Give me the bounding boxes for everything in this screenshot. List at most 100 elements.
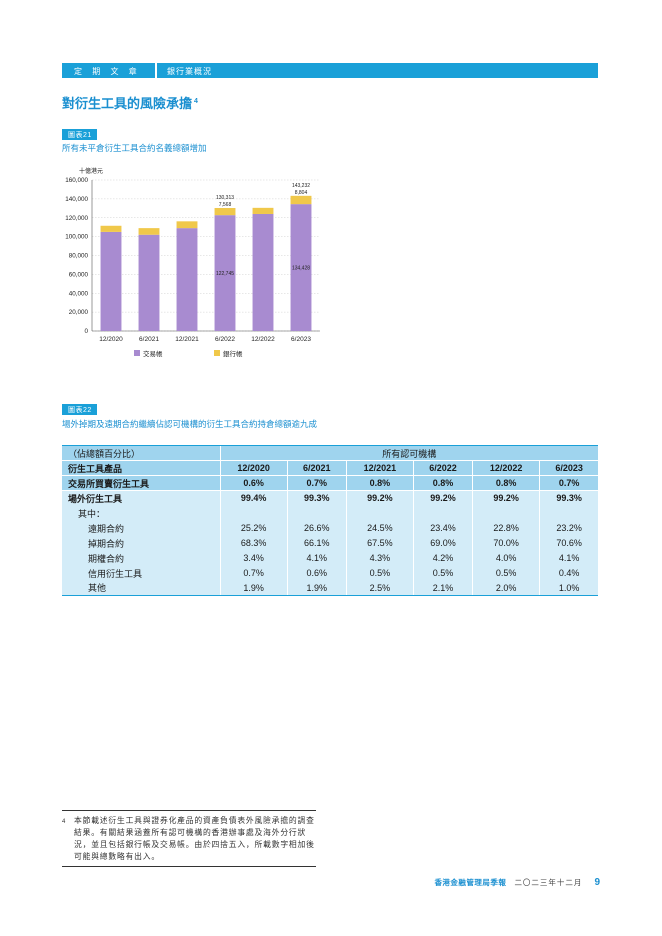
table-caption: 場外掉期及遠期合約繼續佔認可機構的衍生工具合約持倉總額逾九成 [62, 419, 318, 429]
table-cell: 70.6% [539, 535, 598, 551]
bar-banking-book [100, 225, 122, 232]
footnote-mark: 4 [62, 819, 66, 825]
empty-cell [286, 505, 347, 521]
table-cell: 22.8% [472, 520, 540, 536]
legend-swatch [214, 350, 220, 356]
legend-label: 交易帳 [143, 349, 163, 358]
table-cell: 2.5% [345, 580, 414, 596]
bar-banking-book [290, 195, 312, 205]
period-header-row: 衍生工具產品 12/2020 6/2021 12/2021 6/2022 12/… [62, 460, 598, 476]
table-cell: 4.1% [286, 550, 347, 566]
table-cell: 4.3% [345, 550, 414, 566]
section-title-text: 對衍生工具的風險承擔 [62, 96, 193, 111]
row-label: 場外衍生工具 [62, 490, 220, 506]
table-cell: 0.6% [219, 475, 288, 491]
table-tag: 圖表22 [62, 404, 97, 415]
bar-trading-book [100, 231, 122, 331]
otc-row: 場外衍生工具 99.4% 99.3% 99.2% 99.2% 99.2% 99.… [62, 490, 598, 506]
data-label-banking-book: 7,568 [219, 202, 232, 208]
y-tick-label: 120,000 [65, 215, 88, 222]
table-cell: 3.4% [219, 550, 288, 566]
table-cell: 26.6% [286, 520, 347, 536]
table-cell: 1.9% [286, 580, 347, 596]
table-cell: 2.0% [472, 580, 540, 596]
y-axis-label: 十億港元 [79, 167, 103, 175]
page-footer: 香港金融管理局季報 二〇二三年十二月 9 [434, 877, 600, 888]
table-cell: 69.0% [412, 535, 473, 551]
data-label-trading-book: 134,428 [292, 266, 310, 272]
period-header: 6/2021 [286, 460, 347, 476]
legend-swatch [134, 350, 140, 356]
of-which-label: 其中： [62, 505, 220, 521]
data-label-total: 143,232 [292, 183, 310, 189]
y-tick-label: 60,000 [69, 271, 89, 278]
table-cell: 68.3% [219, 535, 288, 551]
table-row: 掉期合約 68.3% 66.1% 67.5% 69.0% 70.0% 70.6% [62, 535, 598, 551]
footnote-rule-bottom [62, 866, 316, 867]
table-cell: 0.6% [286, 565, 347, 581]
y-tick-label: 0 [84, 328, 88, 335]
data-label-banking-book: 8,804 [295, 190, 308, 196]
empty-cell [539, 505, 598, 521]
y-tick-label: 160,000 [65, 177, 88, 184]
table-cell: 99.2% [472, 490, 540, 506]
table-cell: 0.8% [412, 475, 473, 491]
page-number: 9 [594, 877, 600, 888]
empty-cell [472, 505, 540, 521]
bar-trading-book [214, 215, 236, 331]
table-row: 其他 1.9% 1.9% 2.5% 2.1% 2.0% 1.0% [62, 580, 598, 596]
table-header-row: （佔總額百分比） 所有認可機構 [62, 445, 598, 461]
table-cell: 0.5% [345, 565, 414, 581]
table-cell: 67.5% [345, 535, 414, 551]
table-cell: 0.5% [412, 565, 473, 581]
table-cell: 0.8% [345, 475, 414, 491]
period-header: 12/2020 [219, 460, 288, 476]
row-label: 其他 [62, 580, 220, 596]
table-cell: 4.0% [472, 550, 540, 566]
chart-tag: 圖表21 [62, 129, 97, 140]
row-label: 交易所買賣衍生工具 [62, 475, 220, 491]
table-cell: 0.7% [219, 565, 288, 581]
table-cell: 0.7% [286, 475, 347, 491]
table-cell: 4.2% [412, 550, 473, 566]
x-tick-label: 12/2022 [251, 336, 275, 343]
table-cell: 2.1% [412, 580, 473, 596]
table-cell: 0.7% [539, 475, 598, 491]
publication-name: 香港金融管理局季報 [434, 878, 507, 887]
table-cell: 99.4% [219, 490, 288, 506]
row-label: 遠期合約 [62, 520, 220, 536]
bar-trading-book [290, 204, 312, 331]
bar-trading-book [176, 228, 198, 331]
y-tick-label: 140,000 [65, 196, 88, 203]
running-header: 定 期 文 章 銀行業概況 [62, 63, 598, 78]
table-cell: 4.1% [539, 550, 598, 566]
x-tick-label: 12/2021 [175, 336, 199, 343]
table-cell: 99.3% [539, 490, 598, 506]
x-tick-label: 6/2023 [291, 336, 311, 343]
period-header: 12/2022 [472, 460, 540, 476]
header-section-label: 定 期 文 章 [62, 63, 155, 78]
empty-cell [412, 505, 473, 521]
period-header: 6/2022 [412, 460, 473, 476]
of-which-row: 其中： [62, 505, 598, 521]
unit-label: （佔總額百分比） [62, 445, 220, 461]
chart-caption: 所有未平倉衍生工具合約名義總額增加 [62, 143, 207, 153]
group-header: 所有認可機構 [219, 445, 598, 461]
derivatives-share-table: （佔總額百分比） 所有認可機構 衍生工具產品 12/2020 6/2021 12… [62, 445, 598, 596]
table-cell: 99.3% [286, 490, 347, 506]
table-cell: 1.0% [539, 580, 598, 596]
exchange-traded-row: 交易所買賣衍生工具 0.6% 0.7% 0.8% 0.8% 0.8% 0.7% [62, 475, 598, 491]
table-cell: 25.2% [219, 520, 288, 536]
footnote-rule-top [62, 810, 316, 811]
table-cell: 0.8% [472, 475, 540, 491]
legend-label: 銀行帳 [223, 349, 243, 358]
header-article-label: 銀行業概況 [155, 63, 598, 78]
y-tick-label: 40,000 [69, 290, 89, 297]
table-cell: 66.1% [286, 535, 347, 551]
period-header: 6/2023 [539, 460, 598, 476]
table-cell: 99.2% [345, 490, 414, 506]
row-label: 掉期合約 [62, 535, 220, 551]
table-row: 期權合約 3.4% 4.1% 4.3% 4.2% 4.0% 4.1% [62, 550, 598, 566]
row-label: 期權合約 [62, 550, 220, 566]
footnote: 4 本節載述衍生工具與證券化產品的資產負債表外風險承擔的調查結果。有關結果涵蓋所… [62, 815, 318, 863]
